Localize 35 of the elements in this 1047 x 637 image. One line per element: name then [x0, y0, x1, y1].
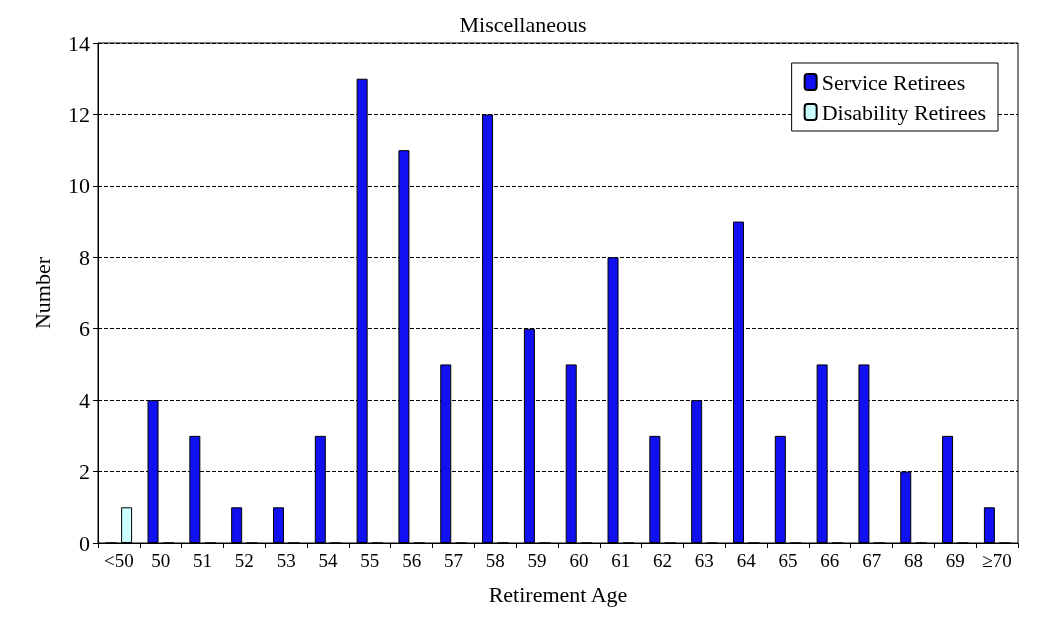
x-tick-label: 65 — [778, 550, 798, 571]
y-tick-label: 6 — [79, 316, 90, 342]
x-tick-label: 68 — [903, 550, 923, 571]
y-tick-label: 10 — [68, 173, 90, 199]
y-tick-label: 14 — [68, 30, 90, 56]
x-tick-label: 61 — [611, 550, 631, 571]
legend-label: Service Retirees — [821, 69, 966, 95]
x-tick-label: 57 — [443, 550, 463, 571]
y-tick-label: 4 — [79, 387, 90, 413]
chart-title: Miscellaneous — [459, 11, 587, 37]
x-tick-label: 64 — [736, 550, 757, 571]
x-tick-label: 66 — [820, 550, 840, 571]
x-tick-label: <50 — [104, 550, 134, 571]
x-tick-label: 50 — [151, 550, 171, 571]
x-tick-label: 54 — [318, 550, 338, 571]
x-tick-label: 60 — [569, 550, 589, 571]
y-tick-label: 2 — [79, 459, 90, 485]
x-tick-label: 58 — [485, 550, 505, 571]
y-tick-label: 12 — [68, 101, 90, 127]
x-tick-label: 59 — [527, 550, 547, 571]
x-tick-label: 67 — [862, 550, 882, 571]
x-axis-title: Retirement Age — [488, 581, 628, 607]
y-tick-label: 0 — [79, 530, 90, 556]
x-tick-label: 63 — [694, 550, 714, 571]
x-tick-label: 55 — [360, 550, 380, 571]
x-tick-label: ≥70 — [982, 550, 1012, 571]
x-tick-label: 62 — [653, 550, 673, 571]
y-tick-label: 8 — [79, 244, 90, 270]
legend-label: Disability Retirees — [821, 99, 986, 125]
x-tick-label: 51 — [193, 550, 213, 571]
x-tick-label: 69 — [945, 550, 965, 571]
y-axis-title: Number — [29, 256, 55, 330]
x-tick-label: 56 — [402, 550, 422, 571]
x-tick-label: 53 — [276, 550, 296, 571]
x-tick-label: 52 — [234, 550, 254, 571]
